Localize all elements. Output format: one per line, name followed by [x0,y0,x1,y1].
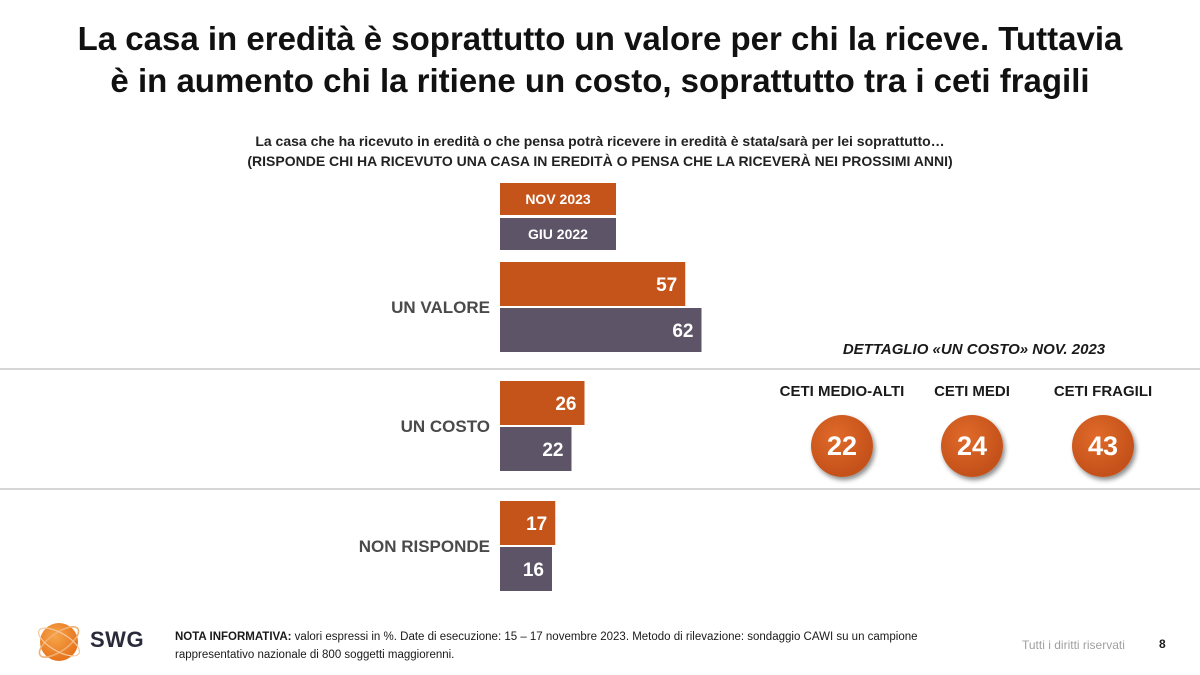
detail-value-circle: 43 [1072,415,1134,477]
legend-swatch [500,218,616,250]
slide-title: La casa in eredità è soprattutto un valo… [0,18,1200,102]
detail-group-fragili: CETI FRAGILI 43 [1028,383,1178,477]
swg-logo-text: SWG [90,627,145,652]
footer-note-label: NOTA INFORMATIVA: [175,631,292,643]
footer-note: NOTA INFORMATIVA: valori espressi in %. … [175,628,995,664]
bar [500,427,572,471]
slide-title-line-2: è in aumento chi la ritiene un costo, so… [110,62,1090,99]
bar-value-label: 26 [555,394,576,415]
bar [500,262,686,306]
bar-value-label: 22 [542,440,563,461]
legend-label: NOV 2023 [525,191,591,207]
legend-swatch [500,183,616,215]
category-label: UN COSTO [401,417,490,436]
footer-note-text: valori espressi in %. Date di esecuzione… [175,631,918,661]
detail-group-label: CETI MEDIO-ALTI [779,383,905,400]
detail-value-circle: 22 [811,415,873,477]
page-number: 8 [1159,637,1166,651]
bar [500,381,585,425]
category-label: UN VALORE [391,298,490,317]
detail-group-label: CETI FRAGILI [1053,383,1153,400]
detail-title: DETTAGLIO «UN COSTO» NOV. 2023 [842,341,1106,358]
detail-group-medi: CETI MEDI 24 [897,383,1047,477]
bar-value-label: 17 [526,514,547,535]
survey-question-line-1: La casa che ha ricevuto in eredità o che… [255,133,945,149]
swg-logo-icon [37,623,81,661]
bar [500,547,552,591]
bar-value-label: 62 [672,321,693,342]
rights-text: Tutti i diritti riservati [1022,638,1125,652]
bar-value-label: 16 [523,560,544,581]
category-label: NON RISPONDE [359,537,490,556]
detail-group-label: CETI MEDI [934,383,1010,400]
bar-value-label: 57 [656,275,677,296]
detail-group-medio-alti: CETI MEDIO-ALTI 22 [767,383,917,477]
bar [500,308,702,352]
survey-question-line-2: (RISPONDE CHI HA RICEVUTO UNA CASA IN ER… [247,153,953,169]
detail-value-circle: 24 [941,415,1003,477]
slide-title-line-1: La casa in eredità è soprattutto un valo… [77,20,1123,57]
bar [500,501,556,545]
legend-label: GIU 2022 [528,226,588,242]
survey-question: La casa che ha ricevuto in eredità o che… [0,131,1200,171]
bar-chart: NOV 2023 GIU 2022 UN VALORE 57 62 UN COSTO 26 2… [0,183,1200,591]
